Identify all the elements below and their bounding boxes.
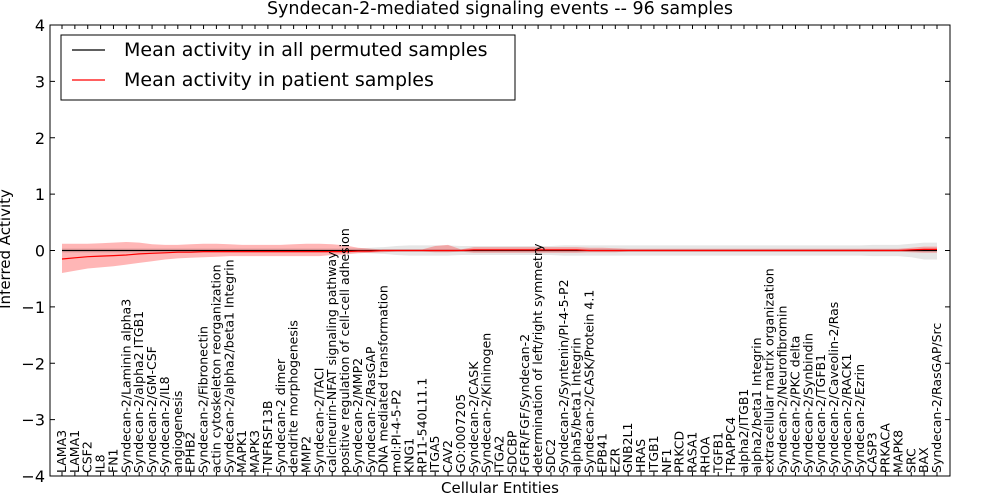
x-tick-label: extracellular matrix organization bbox=[762, 268, 777, 473]
x-tick-label: actin cytoskeleton reorganization bbox=[208, 264, 223, 473]
x-tick-label: MAPK1 bbox=[234, 430, 249, 473]
x-tick-label: ITGB1 bbox=[646, 435, 661, 473]
x-tick-label: Syndecan-2/alpha2/beta1 Integrin bbox=[221, 259, 236, 473]
x-tick-label: DNA mediated transformation bbox=[376, 285, 391, 473]
x-tick-label: Syndecan-2/Caveolin-2/Ras bbox=[826, 302, 841, 473]
x-tick-label: TRAPPC4 bbox=[723, 417, 738, 474]
x-tick-label: SDC2 bbox=[543, 439, 558, 473]
x-tick-label: LAMA3 bbox=[54, 430, 69, 473]
x-tick-label: Syndecan-2/RasGAP bbox=[363, 346, 378, 473]
y-tick-label: 2 bbox=[35, 129, 45, 148]
x-tick-label: EZR bbox=[607, 448, 622, 473]
x-axis-label: Cellular Entities bbox=[441, 479, 559, 497]
x-tick-label: Syndecan-2/Synbindin bbox=[800, 333, 815, 473]
x-tick-label: Syndecan-2/IL8 bbox=[157, 376, 172, 473]
x-tick-label: SRC bbox=[903, 448, 918, 473]
legend-label-permuted: Mean activity in all permuted samples bbox=[124, 39, 487, 61]
x-tick-label: Syndecan-2/RACK1 bbox=[839, 354, 854, 473]
x-tick-label: HRAS bbox=[633, 439, 648, 473]
x-tick-label: FN1 bbox=[105, 449, 120, 474]
patient-mean-line bbox=[61, 248, 937, 260]
x-tick-label: EPHB2 bbox=[183, 432, 198, 473]
x-tick-label: CAV2 bbox=[440, 440, 455, 473]
y-tick-label: −3 bbox=[21, 411, 45, 430]
x-tick-label: EPB41 bbox=[594, 433, 609, 473]
x-tick-label: RP11-540L11.1 bbox=[414, 378, 429, 473]
x-tick-label: ITGA2 bbox=[492, 435, 507, 473]
legend-box bbox=[60, 34, 516, 101]
x-tick-label: SDCBP bbox=[504, 430, 519, 473]
x-tick-label: Syndecan-2/RasGAP/Src bbox=[929, 323, 944, 473]
x-tick-label: RASA1 bbox=[685, 432, 700, 473]
y-tick-label: 4 bbox=[35, 16, 45, 35]
x-tick-label: GO:0007205 bbox=[453, 394, 468, 473]
x-tick-label: Syndecan-2/TACI bbox=[311, 368, 326, 473]
x-tick-label: CASP3 bbox=[865, 432, 880, 473]
x-tick-label: TNFRSF13B bbox=[260, 401, 275, 474]
x-tick-label: BAX bbox=[916, 447, 931, 473]
y-axis-label: Inferred Activity bbox=[0, 189, 14, 309]
x-tick-label: GNB2L1 bbox=[620, 423, 635, 473]
x-tick-label: CSF2 bbox=[80, 441, 95, 473]
x-tick-label: positive regulation of cell-cell adhesio… bbox=[337, 228, 352, 473]
x-tick-label: Syndecan-2/TGFB1 bbox=[813, 354, 828, 473]
legend: Mean activity in all permuted samples Me… bbox=[60, 34, 516, 101]
x-tick-label: angiogenesis bbox=[170, 391, 185, 473]
y-tick-label: −4 bbox=[21, 467, 45, 486]
x-tick-label: alpha2/ITGB1 bbox=[736, 389, 751, 473]
plot-frame bbox=[49, 24, 951, 477]
x-tick-label: Syndecan-2/Neurofibromin bbox=[775, 306, 790, 473]
x-tick-label: alpha5/beta1 Integrin bbox=[569, 337, 584, 473]
x-tick-label: Syndecan-2/Fibronectin bbox=[196, 326, 211, 473]
x-tick-label: Syndecan-2/PKC delta bbox=[787, 336, 802, 473]
x-tick-label: determination of left/right symmetry bbox=[530, 243, 545, 473]
y-tick-label: 0 bbox=[35, 242, 45, 261]
x-tick-label: NF1 bbox=[659, 449, 674, 474]
x-tick-label: Syndecan-2/Syntenin/PI-4-5-P2 bbox=[556, 279, 571, 473]
x-tick-label: Syndecan-2/MMP2 bbox=[350, 358, 365, 473]
x-tick-label: PRKCD bbox=[672, 431, 687, 473]
x-tick-label: MMP2 bbox=[298, 436, 313, 473]
y-tick-label: −1 bbox=[21, 298, 45, 317]
plot-area bbox=[61, 242, 937, 273]
y-axis-ticks: 4 3 2 1 0 −1 −2 −3 −4 bbox=[21, 16, 950, 486]
x-tick-label: KNG1 bbox=[401, 438, 416, 473]
x-tick-label: Syndecan-2/alpha2 ITGB1 bbox=[131, 311, 146, 473]
x-tick-label: ITGA5 bbox=[427, 435, 442, 473]
x-tick-label: alpha2/beta1 Integrin bbox=[749, 337, 764, 473]
x-tick-label: RHOA bbox=[697, 436, 712, 473]
x-tick-label: Syndecan-2/Kininogen bbox=[479, 333, 494, 473]
y-tick-label: −2 bbox=[21, 354, 45, 373]
patient-range-band bbox=[62, 242, 937, 273]
x-tick-label: MAPK3 bbox=[247, 430, 262, 473]
chart-title: Syndecan-2-mediated signaling events -- … bbox=[267, 0, 733, 19]
x-tick-label: MAPK8 bbox=[890, 430, 905, 473]
x-tick-label: Syndecan-2/Ezrin bbox=[852, 364, 867, 473]
x-tick-label: IL8 bbox=[93, 454, 108, 473]
x-tick-label: Syndecan-2/GM-CSF bbox=[144, 346, 159, 473]
x-tick-label: dendrite morphogenesis bbox=[286, 320, 301, 473]
x-tick-label: Syndecan-2/CASK/Protein 4.1 bbox=[582, 290, 597, 473]
x-tick-label: TGFB1 bbox=[710, 432, 725, 474]
legend-label-patient: Mean activity in patient samples bbox=[124, 69, 434, 91]
y-tick-label: 1 bbox=[35, 185, 45, 204]
x-tick-label: Syndecan-2/CASK bbox=[466, 361, 481, 473]
x-tick-label: FGFR/FGF/Syndecan-2 bbox=[517, 334, 532, 473]
x-tick-label: Syndecan-2/Laminin alpha3 bbox=[118, 299, 133, 473]
x-tick-label: LAMA1 bbox=[67, 430, 82, 473]
y-tick-label: 3 bbox=[35, 72, 45, 91]
x-tick-label: Syndecan-2 dimer bbox=[273, 358, 288, 473]
x-tick-label: calcineurin-NFAT signaling pathway bbox=[324, 251, 339, 473]
x-tick-label: PRKACA bbox=[878, 423, 893, 473]
x-tick-label: mol:PI-4-5-P2 bbox=[389, 389, 404, 473]
